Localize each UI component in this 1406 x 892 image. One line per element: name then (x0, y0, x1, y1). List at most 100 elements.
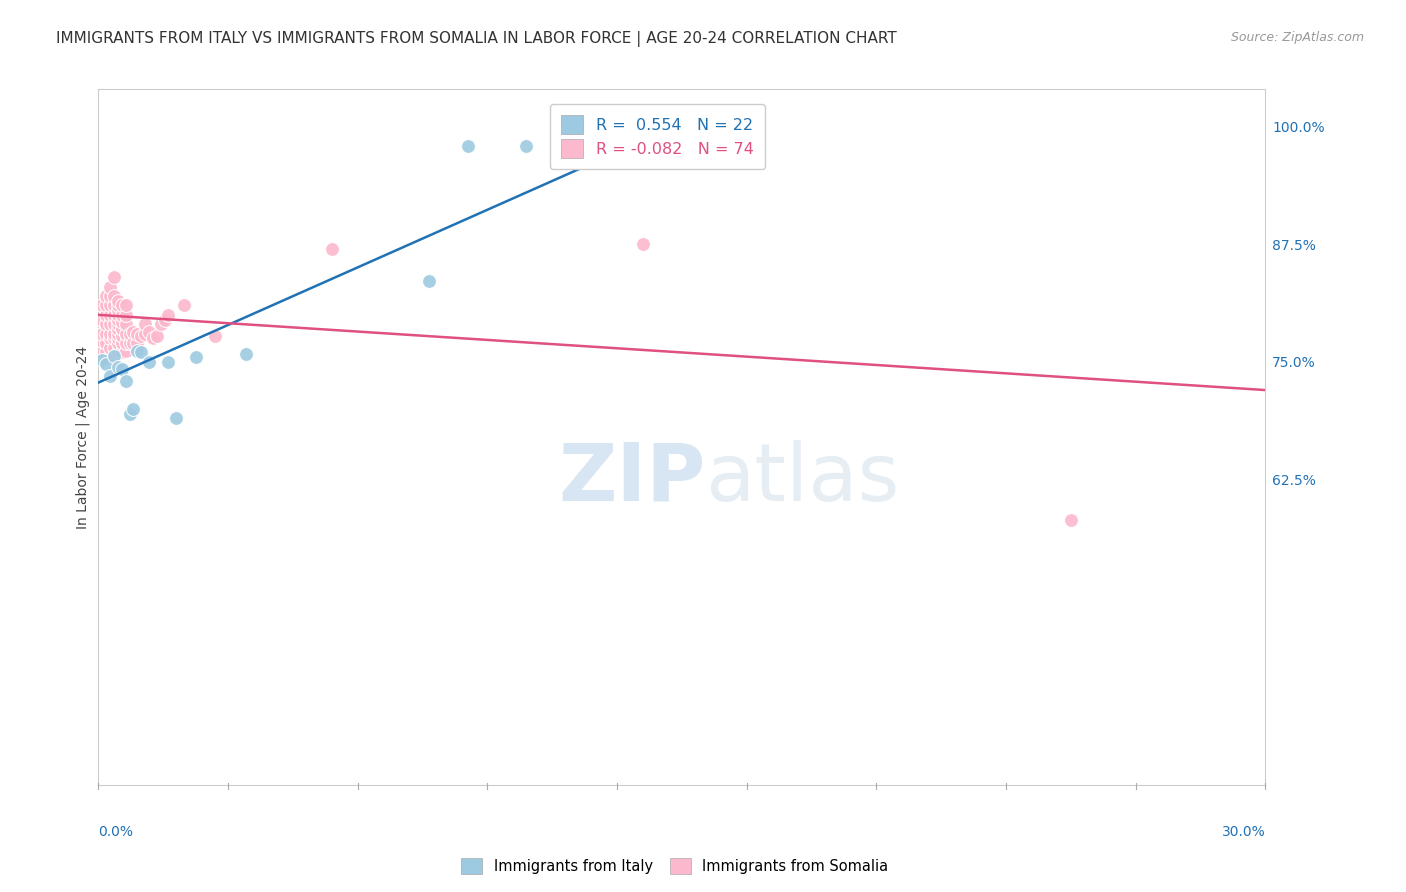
Point (235, 347, 257, 361)
Point (153, 312, 176, 326)
Point (91, 345, 114, 359)
Point (157, 355, 180, 369)
Point (98, 350, 121, 364)
Point (114, 343, 136, 358)
Point (111, 315, 134, 329)
Point (138, 355, 160, 369)
Point (103, 326, 125, 341)
Point (98, 298, 121, 312)
Point (98, 308, 121, 322)
Text: 0.0%: 0.0% (98, 825, 134, 839)
Point (114, 298, 136, 312)
Point (96, 357, 118, 371)
Point (118, 326, 141, 341)
Text: atlas: atlas (706, 440, 900, 518)
Point (96, 298, 118, 312)
Point (98, 279, 121, 293)
Point (146, 328, 169, 343)
Point (129, 345, 152, 359)
Point (103, 308, 125, 322)
Point (122, 336, 145, 351)
Point (96, 289, 118, 303)
Point (173, 298, 195, 312)
Point (122, 401, 145, 416)
Point (91, 312, 114, 326)
Point (91, 334, 114, 348)
Point (103, 318, 125, 332)
Point (111, 322, 134, 336)
Point (418, 274, 440, 288)
Point (574, 138, 596, 153)
Point (107, 308, 129, 322)
Point (107, 322, 129, 336)
Y-axis label: In Labor Force | Age 20-24: In Labor Force | Age 20-24 (76, 345, 90, 529)
Point (122, 325, 145, 339)
Point (103, 298, 125, 312)
Point (515, 138, 537, 153)
Point (107, 318, 129, 332)
Point (149, 318, 172, 332)
Point (107, 293, 129, 308)
Point (134, 318, 156, 332)
Point (96, 308, 118, 322)
Point (103, 349, 125, 363)
Point (96, 336, 118, 351)
Point (98, 368, 121, 383)
Point (127, 343, 149, 358)
Point (127, 336, 149, 351)
Point (321, 242, 343, 256)
Point (142, 331, 165, 345)
Point (118, 336, 141, 351)
Point (91, 298, 114, 312)
Point (103, 350, 125, 364)
Point (129, 328, 152, 343)
Point (96, 318, 118, 332)
Point (127, 326, 149, 341)
Point (107, 326, 129, 341)
Point (1060, 513, 1083, 527)
Point (107, 298, 129, 312)
Point (114, 336, 136, 351)
Point (114, 374, 136, 388)
Point (111, 308, 134, 322)
Point (138, 325, 160, 339)
Legend: Immigrants from Italy, Immigrants from Somalia: Immigrants from Italy, Immigrants from S… (456, 852, 894, 880)
Text: Source: ZipAtlas.com: Source: ZipAtlas.com (1230, 31, 1364, 45)
Point (114, 326, 136, 341)
Point (118, 407, 141, 421)
Point (107, 331, 129, 345)
Point (631, 138, 654, 153)
Point (107, 345, 129, 359)
Point (103, 331, 125, 345)
Point (103, 270, 125, 285)
Point (111, 336, 134, 351)
Point (165, 411, 187, 425)
Point (111, 328, 134, 343)
Point (457, 138, 479, 153)
Point (114, 318, 136, 332)
Text: ZIP: ZIP (558, 440, 706, 518)
Point (98, 318, 121, 332)
Text: 30.0%: 30.0% (1222, 825, 1265, 839)
Point (134, 326, 156, 341)
Point (631, 237, 654, 252)
Point (98, 331, 121, 345)
Point (157, 308, 180, 322)
Point (98, 326, 121, 341)
Point (114, 308, 136, 322)
Point (98, 289, 121, 303)
Point (103, 289, 125, 303)
Point (107, 303, 129, 318)
Point (662, 138, 685, 153)
Point (107, 359, 129, 374)
Point (91, 353, 114, 368)
Text: IMMIGRANTS FROM ITALY VS IMMIGRANTS FROM SOMALIA IN LABOR FORCE | AGE 20-24 CORR: IMMIGRANTS FROM ITALY VS IMMIGRANTS FROM… (56, 31, 897, 47)
Point (103, 341, 125, 355)
Point (107, 312, 129, 326)
Point (111, 345, 134, 359)
Point (96, 345, 118, 359)
Legend: R =  0.554   N = 22, R = -0.082   N = 74: R = 0.554 N = 22, R = -0.082 N = 74 (550, 104, 765, 169)
Point (96, 326, 118, 341)
Point (98, 341, 121, 355)
Point (107, 336, 129, 351)
